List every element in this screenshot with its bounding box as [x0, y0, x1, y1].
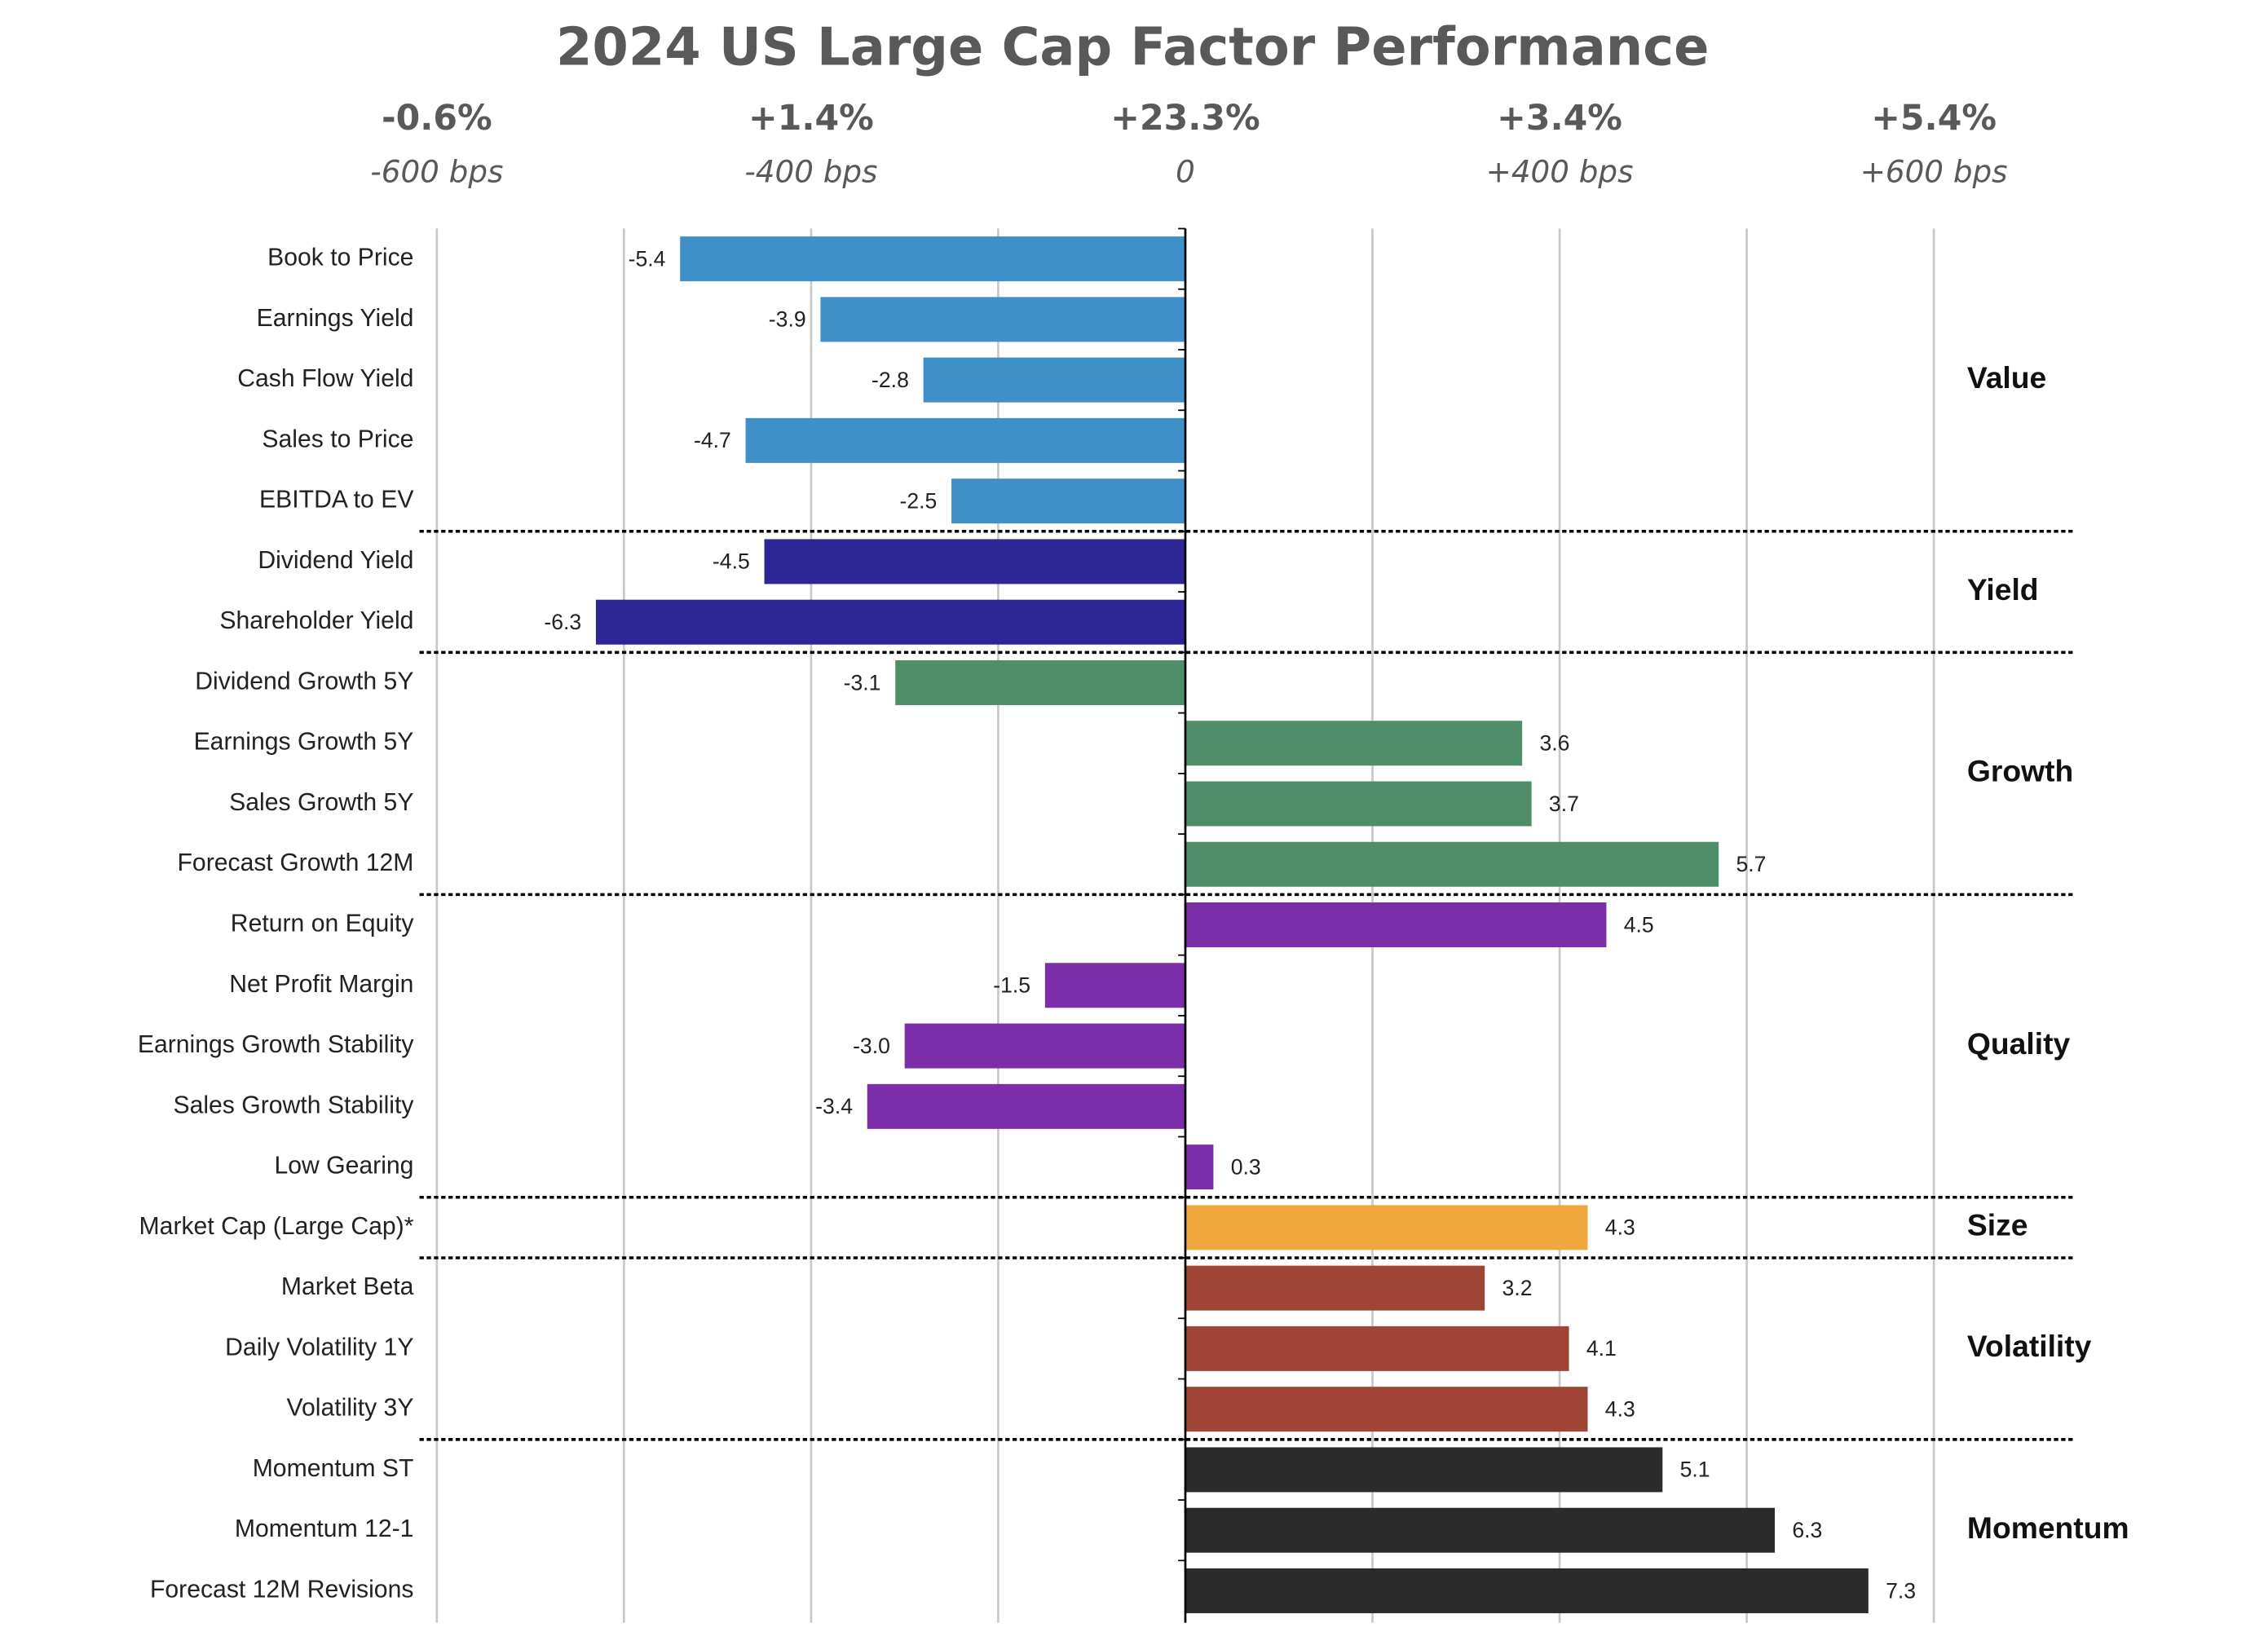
bar	[923, 357, 1185, 403]
data-label: 3.6	[1539, 731, 1569, 756]
category-label: Sales to Price	[262, 426, 413, 452]
bar	[1185, 1387, 1588, 1432]
category-label: Earnings Growth Stability	[138, 1031, 414, 1058]
category-label: Net Profit Margin	[229, 971, 413, 998]
bar	[1185, 1265, 1485, 1311]
tick-return: -0.6%	[382, 98, 492, 139]
category-label: Return on Equity	[231, 910, 415, 937]
category-label: Shareholder Yield	[219, 607, 413, 634]
bar	[1185, 1145, 1214, 1190]
group-label: Momentum	[1967, 1511, 2129, 1545]
category-label: Momentum ST	[253, 1455, 414, 1482]
tick-return: +1.4%	[748, 98, 874, 139]
data-label: -3.4	[815, 1094, 853, 1118]
bar	[867, 1083, 1185, 1129]
x-tick-label: -400 bps	[744, 153, 877, 189]
data-label: 5.1	[1680, 1458, 1710, 1482]
data-label: -2.8	[871, 368, 909, 392]
bar	[1185, 1568, 1869, 1613]
bar	[745, 417, 1185, 463]
data-label: 4.1	[1586, 1336, 1617, 1361]
category-label: Market Cap (Large Cap)*	[139, 1213, 414, 1240]
data-label: 4.3	[1605, 1215, 1635, 1240]
bar	[1185, 1447, 1663, 1493]
category-label: Low Gearing	[274, 1153, 413, 1180]
bar	[1185, 781, 1532, 827]
x-tick-label: -600 bps	[370, 153, 503, 189]
group-label: Growth	[1967, 754, 2073, 788]
bar	[1185, 721, 1523, 766]
bar	[904, 1023, 1185, 1069]
data-label: 6.3	[1792, 1518, 1822, 1542]
data-label: 3.2	[1502, 1276, 1533, 1300]
tick-return: +5.4%	[1871, 98, 1997, 139]
bar	[595, 599, 1185, 645]
group-label: Volatility	[1967, 1329, 2092, 1363]
bar	[1044, 963, 1185, 1008]
category-label: Forecast 12M Revisions	[150, 1576, 413, 1603]
bar	[1185, 841, 1719, 887]
category-label: Momentum 12-1	[235, 1515, 414, 1542]
bar	[1185, 902, 1607, 948]
data-label: -3.9	[769, 307, 806, 332]
bar	[1185, 1507, 1776, 1553]
data-label: -3.1	[844, 670, 881, 695]
data-label: -3.0	[853, 1034, 890, 1058]
data-label: -6.3	[544, 610, 581, 634]
group-label: Yield	[1967, 572, 2039, 606]
data-label: 4.5	[1624, 912, 1654, 937]
category-label: Market Beta	[281, 1273, 414, 1300]
data-label: -5.4	[629, 246, 666, 271]
category-label: Cash Flow Yield	[237, 365, 413, 392]
category-label: Earnings Yield	[257, 305, 414, 332]
bar	[1185, 1325, 1569, 1371]
data-label: 0.3	[1231, 1154, 1261, 1179]
group-label: Size	[1967, 1208, 2028, 1242]
data-label: -2.5	[899, 488, 937, 513]
bar	[680, 236, 1185, 282]
category-label: Earnings Growth 5Y	[194, 729, 414, 756]
x-tick-label: +400 bps	[1486, 153, 1634, 189]
data-label: 7.3	[1886, 1578, 1916, 1603]
data-label: 5.7	[1736, 852, 1766, 876]
category-label: Volatility 3Y	[287, 1395, 414, 1422]
data-label: -1.5	[993, 973, 1030, 998]
chart-title: 2024 US Large Cap Factor Performance	[556, 18, 1709, 78]
category-label: Sales Growth Stability	[173, 1092, 414, 1118]
bar	[764, 539, 1185, 584]
group-label: Value	[1967, 360, 2046, 395]
bar	[895, 659, 1185, 705]
category-label: Dividend Yield	[258, 547, 413, 574]
bar	[951, 479, 1185, 524]
x-tick-label: +600 bps	[1860, 153, 2008, 189]
category-label: EBITDA to EV	[259, 487, 413, 514]
group-label: Quality	[1967, 1026, 2071, 1061]
category-label: Forecast Growth 12M	[178, 849, 414, 876]
bar	[1185, 1205, 1588, 1250]
data-label: 3.7	[1549, 792, 1579, 816]
category-label: Sales Growth 5Y	[229, 789, 413, 816]
category-label: Book to Price	[267, 245, 413, 271]
x-tick-label: 0	[1176, 153, 1195, 189]
data-label: -4.7	[694, 428, 731, 452]
tick-return: +23.3%	[1110, 98, 1260, 139]
category-label: Daily Volatility 1Y	[225, 1334, 413, 1361]
tick-return: +3.4%	[1497, 98, 1622, 139]
bar	[820, 297, 1185, 342]
category-label: Dividend Growth 5Y	[195, 668, 413, 695]
data-label: -4.5	[713, 549, 750, 574]
data-label: 4.3	[1605, 1396, 1635, 1421]
